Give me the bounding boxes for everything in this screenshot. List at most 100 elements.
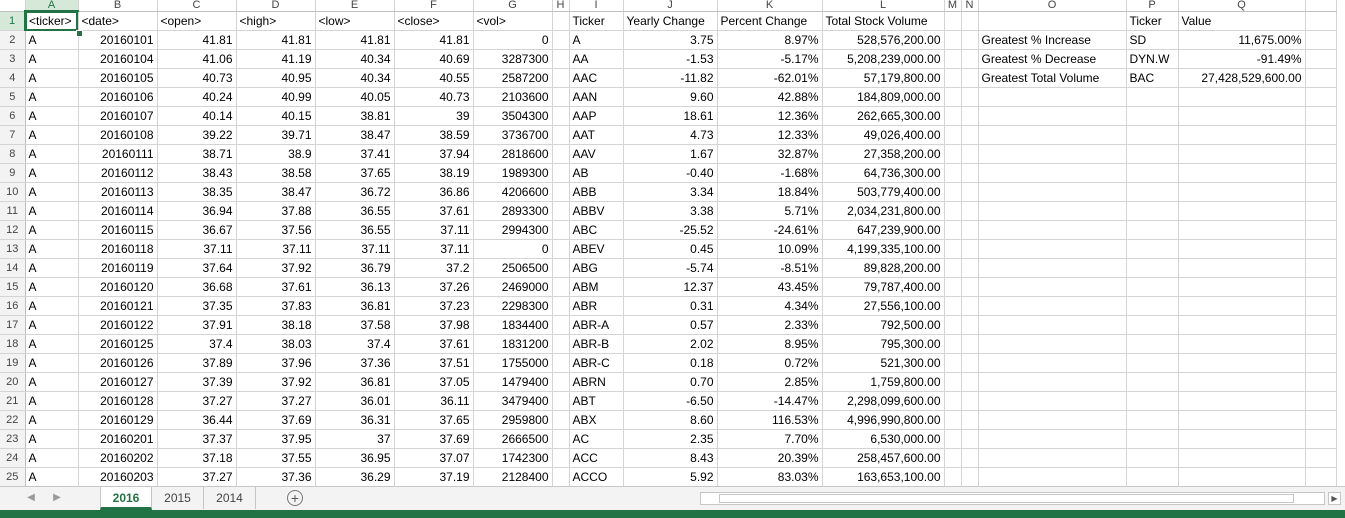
cell-b6[interactable]: 20160107 — [78, 106, 158, 126]
cell-b24[interactable]: 20160202 — [78, 448, 158, 468]
cell-o24[interactable] — [978, 448, 1127, 468]
cell-f19[interactable]: 37.51 — [394, 353, 474, 373]
cell-a5[interactable]: A — [25, 87, 79, 107]
cell-q9[interactable] — [1178, 163, 1306, 183]
cell-f14[interactable]: 37.2 — [394, 258, 474, 278]
cell-g5[interactable]: 2103600 — [473, 87, 553, 107]
cell-j2[interactable]: 3.75 — [623, 30, 718, 50]
cell-c18[interactable]: 37.4 — [157, 334, 237, 354]
cell-j18[interactable]: 2.02 — [623, 334, 718, 354]
cell-k11[interactable]: 5.71% — [717, 201, 823, 221]
cell-i13[interactable]: ABEV — [569, 239, 624, 259]
column-header-o[interactable]: O — [978, 0, 1127, 12]
cell-b15[interactable]: 20160120 — [78, 277, 158, 297]
column-header-i[interactable]: I — [569, 0, 624, 12]
cell-n18[interactable] — [961, 334, 979, 354]
cell-g24[interactable]: 1742300 — [473, 448, 553, 468]
cell-n5[interactable] — [961, 87, 979, 107]
cell-j12[interactable]: -25.52 — [623, 220, 718, 240]
cell-n8[interactable] — [961, 144, 979, 164]
cell-q19[interactable] — [1178, 353, 1306, 373]
cell-h24[interactable] — [552, 448, 570, 468]
cell-a6[interactable]: A — [25, 106, 79, 126]
cell-c16[interactable]: 37.35 — [157, 296, 237, 316]
cell-k7[interactable]: 12.33% — [717, 125, 823, 145]
row-header[interactable]: 2 — [0, 30, 26, 50]
cell-i16[interactable]: ABR — [569, 296, 624, 316]
cell-f10[interactable]: 36.86 — [394, 182, 474, 202]
cell-e23[interactable]: 37 — [315, 429, 395, 449]
cell-b25[interactable]: 20160203 — [78, 467, 158, 487]
row-header[interactable]: 1 — [0, 11, 26, 31]
cell-p11[interactable] — [1126, 201, 1179, 221]
cell-b8[interactable]: 20160111 — [78, 144, 158, 164]
cell-i4[interactable]: AAC — [569, 68, 624, 88]
cell-e2[interactable]: 41.81 — [315, 30, 395, 50]
cell-q22[interactable] — [1178, 410, 1306, 430]
cell-n7[interactable] — [961, 125, 979, 145]
cell-l22[interactable]: 4,996,990,800.00 — [822, 410, 945, 430]
row-header[interactable]: 8 — [0, 144, 26, 164]
cell-i11[interactable]: ABBV — [569, 201, 624, 221]
cell-f3[interactable]: 40.69 — [394, 49, 474, 69]
cell-d15[interactable]: 37.61 — [236, 277, 316, 297]
cell-o14[interactable] — [978, 258, 1127, 278]
cell-o19[interactable] — [978, 353, 1127, 373]
row-header[interactable]: 10 — [0, 182, 26, 202]
cell-g20[interactable]: 1479400 — [473, 372, 553, 392]
cell-o4[interactable]: Greatest Total Volume — [978, 68, 1127, 88]
cell-b18[interactable]: 20160125 — [78, 334, 158, 354]
cell-e1[interactable]: <low> — [315, 11, 395, 31]
cell-f1[interactable]: <close> — [394, 11, 474, 31]
cell-p16[interactable] — [1126, 296, 1179, 316]
cell-e25[interactable]: 36.29 — [315, 467, 395, 487]
cell-g3[interactable]: 3287300 — [473, 49, 553, 69]
cell-b14[interactable]: 20160119 — [78, 258, 158, 278]
cell-k1[interactable]: Percent Change — [717, 11, 823, 31]
cell-c4[interactable]: 40.73 — [157, 68, 237, 88]
cell-k24[interactable]: 20.39% — [717, 448, 823, 468]
cell-g17[interactable]: 1834400 — [473, 315, 553, 335]
cell-m1[interactable] — [944, 11, 962, 31]
cell-q2[interactable]: 11,675.00% — [1178, 30, 1306, 50]
cell-p1[interactable]: Ticker — [1126, 11, 1179, 31]
cell-n10[interactable] — [961, 182, 979, 202]
cell-k2[interactable]: 8.97% — [717, 30, 823, 50]
cell-o17[interactable] — [978, 315, 1127, 335]
cell-a23[interactable]: A — [25, 429, 79, 449]
cell-g16[interactable]: 2298300 — [473, 296, 553, 316]
cell-e12[interactable]: 36.55 — [315, 220, 395, 240]
cell-i18[interactable]: ABR-B — [569, 334, 624, 354]
cell-i10[interactable]: ABB — [569, 182, 624, 202]
cell-f16[interactable]: 37.23 — [394, 296, 474, 316]
cell-d25[interactable]: 37.36 — [236, 467, 316, 487]
row-header[interactable]: 20 — [0, 372, 26, 392]
cell-o8[interactable] — [978, 144, 1127, 164]
cell-i20[interactable]: ABRN — [569, 372, 624, 392]
cell-k13[interactable]: 10.09% — [717, 239, 823, 259]
cell-f6[interactable]: 39 — [394, 106, 474, 126]
column-header-a[interactable]: A — [25, 0, 79, 12]
cell-q6[interactable] — [1178, 106, 1306, 126]
cell-l7[interactable]: 49,026,400.00 — [822, 125, 945, 145]
cell-f24[interactable]: 37.07 — [394, 448, 474, 468]
cell-c9[interactable]: 38.43 — [157, 163, 237, 183]
cell-d12[interactable]: 37.56 — [236, 220, 316, 240]
cell-p25[interactable] — [1126, 467, 1179, 487]
cell-l24[interactable]: 258,457,600.00 — [822, 448, 945, 468]
cell-c3[interactable]: 41.06 — [157, 49, 237, 69]
cell-f15[interactable]: 37.26 — [394, 277, 474, 297]
cell-b19[interactable]: 20160126 — [78, 353, 158, 373]
cell-a11[interactable]: A — [25, 201, 79, 221]
cell-a19[interactable]: A — [25, 353, 79, 373]
cell-i23[interactable]: AC — [569, 429, 624, 449]
cell-o21[interactable] — [978, 391, 1127, 411]
cell-e10[interactable]: 36.72 — [315, 182, 395, 202]
cell-k22[interactable]: 116.53% — [717, 410, 823, 430]
cell-c12[interactable]: 36.67 — [157, 220, 237, 240]
cell-d19[interactable]: 37.96 — [236, 353, 316, 373]
cell-l25[interactable]: 163,653,100.00 — [822, 467, 945, 487]
cell-h13[interactable] — [552, 239, 570, 259]
cell-k4[interactable]: -62.01% — [717, 68, 823, 88]
cell-q8[interactable] — [1178, 144, 1306, 164]
